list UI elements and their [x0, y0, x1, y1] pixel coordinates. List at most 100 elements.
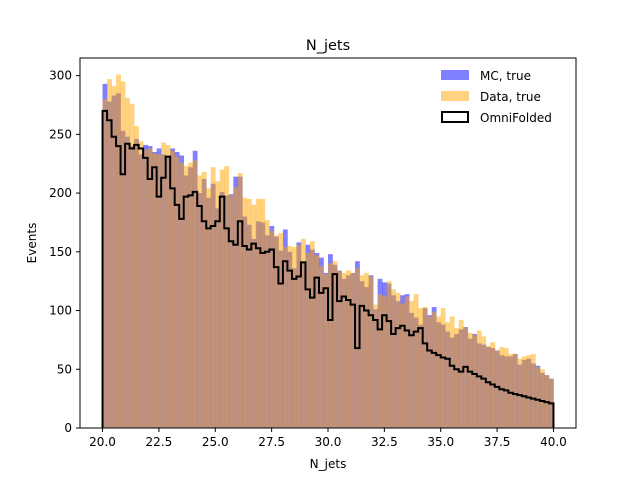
histogram-bar: [436, 316, 442, 428]
histogram-bar: [476, 330, 482, 428]
histogram-bar: [201, 171, 207, 428]
histogram-bar: [508, 354, 514, 428]
histogram-bar: [364, 272, 369, 428]
histogram-bar: [521, 356, 527, 428]
series-1-bars: [102, 74, 554, 429]
histogram-bar: [282, 247, 288, 428]
histogram-bar: [404, 296, 410, 428]
histogram-bar: [499, 346, 505, 428]
histogram-bar: [377, 294, 383, 428]
histogram-bar: [350, 272, 356, 428]
histogram-bar: [332, 261, 338, 428]
histogram-bar: [494, 350, 500, 428]
x-tick-label: 37.5: [484, 435, 511, 449]
legend: MC, true Data, true OmniFolded: [441, 69, 552, 125]
histogram-bar: [255, 198, 261, 428]
histogram-bar: [422, 307, 428, 428]
x-tick-label: 32.5: [371, 435, 398, 449]
histogram-bar: [215, 181, 221, 428]
legend-label-mc-true: MC, true: [480, 69, 531, 83]
histogram-bar: [125, 97, 130, 428]
histogram-bar: [206, 188, 212, 428]
histogram-bar: [152, 153, 157, 428]
chart-title: N_jets: [306, 38, 350, 54]
histogram-bar: [481, 336, 487, 428]
histogram-bar: [395, 292, 401, 428]
histogram-bar: [530, 354, 536, 428]
histogram-bar: [192, 160, 198, 428]
histogram-bar: [174, 156, 180, 429]
histogram-bar: [431, 311, 437, 428]
histogram-bar: [400, 303, 405, 428]
histogram-bar: [269, 230, 275, 428]
histogram-bar: [228, 195, 234, 428]
y-tick-label: 0: [64, 421, 72, 435]
histogram-bar: [147, 148, 153, 428]
histogram-bar: [246, 198, 252, 428]
histogram-bar: [382, 296, 387, 428]
legend-swatch-omnifolded: [441, 111, 469, 123]
y-tick-label: 300: [49, 69, 72, 83]
histogram-bar: [260, 198, 266, 428]
y-axis-ticks: 0 50 100 150 200 250 300: [49, 69, 80, 435]
bars-layer: [102, 74, 554, 429]
histogram-bar: [273, 235, 279, 428]
histogram-bar: [526, 355, 532, 428]
histogram-bar: [161, 142, 166, 428]
histogram-bar: [454, 328, 460, 428]
histogram-bar: [485, 345, 491, 428]
histogram-bar: [305, 252, 311, 428]
histogram-bar: [368, 276, 374, 428]
histogram-bar: [440, 308, 446, 428]
histogram-bar: [210, 167, 216, 429]
histogram-bar: [237, 173, 243, 428]
histogram-bar: [224, 166, 230, 428]
histogram-bar: [116, 74, 121, 428]
histogram-bar: [170, 150, 175, 429]
histogram-bar: [143, 149, 148, 428]
histogram-bar: [291, 247, 297, 428]
histogram-bar: [337, 270, 342, 428]
histogram-bar: [314, 255, 320, 428]
y-tick-label: 250: [49, 127, 72, 141]
histogram-bar: [242, 197, 248, 428]
y-axis-label: Events: [25, 223, 39, 264]
omnifolded-step-line: [101, 109, 555, 428]
histogram-bar: [251, 204, 257, 428]
histogram-bar: [503, 348, 509, 428]
histogram-bar: [328, 263, 333, 428]
histogram-bar: [449, 316, 455, 428]
histogram-bar: [278, 233, 284, 428]
histogram-bar: [102, 99, 108, 429]
histogram-bar: [120, 81, 126, 429]
x-tick-label: 22.5: [146, 435, 173, 449]
histogram-bar: [188, 162, 194, 429]
x-tick-label: 20.0: [89, 435, 116, 449]
histogram-bar: [346, 270, 351, 428]
histogram-bar: [107, 79, 112, 428]
histogram-bar: [535, 366, 541, 428]
histogram-bar: [409, 301, 414, 428]
histogram-bar: [418, 308, 423, 428]
x-axis-ticks: 20.0 22.5 25.0 27.5 30.0 32.5 35.0 37.5 40.0: [89, 428, 567, 449]
histogram-bar: [183, 166, 189, 428]
y-tick-label: 200: [49, 186, 72, 200]
histogram-bar: [373, 304, 378, 428]
histogram-bar: [287, 245, 293, 428]
x-tick-label: 40.0: [540, 435, 567, 449]
histogram-bar: [472, 335, 478, 428]
histogram-bar: [463, 326, 469, 428]
step-layer: [101, 109, 555, 428]
histogram-bar: [391, 289, 396, 428]
histogram-bar: [323, 274, 329, 428]
histogram-bar: [156, 154, 162, 428]
histogram-bar: [165, 144, 171, 429]
histogram-bar: [138, 141, 144, 428]
legend-label-data-true: Data, true: [480, 90, 541, 104]
histogram-bar: [458, 319, 464, 428]
legend-label-omnifolded: OmniFolded: [480, 111, 552, 125]
histogram-bar: [413, 294, 419, 428]
histogram-bar: [179, 162, 185, 429]
histogram-bar: [539, 369, 545, 428]
